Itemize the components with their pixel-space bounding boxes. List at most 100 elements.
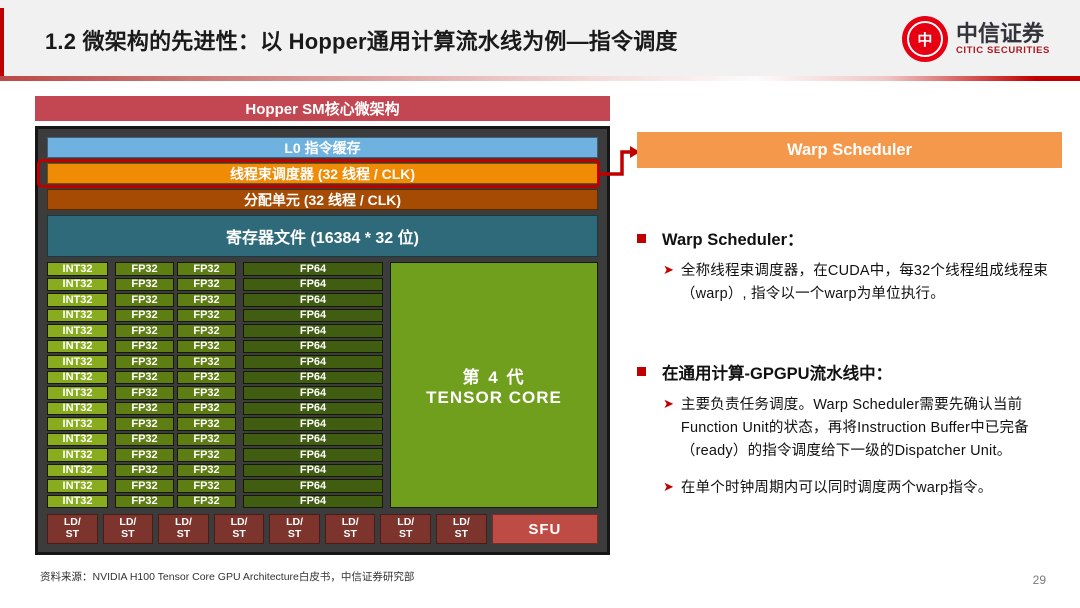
fp64-cell: FP64 [243, 417, 383, 431]
fp32-row: FP32 FP32 [115, 386, 236, 400]
int32-cell: INT32 [47, 417, 108, 431]
fp64-cell: FP64 [243, 432, 383, 446]
fp32-cell: FP32 [177, 308, 236, 322]
fp32-cell: FP32 [115, 293, 174, 307]
callout-text: Warp Scheduler： ➤ 全称线程束调度器，在CUDA中，每32个线程… [637, 226, 1065, 513]
ldst-cell: LD/ST [436, 514, 487, 544]
arrow-bullet-icon: ➤ [663, 262, 674, 277]
fp64-cell: FP64 [243, 262, 383, 276]
fp32-cell: FP32 [177, 494, 236, 508]
int32-cell: INT32 [47, 324, 108, 338]
fp64-cell: FP64 [243, 293, 383, 307]
fp32-cell: FP32 [177, 463, 236, 477]
fp64-column: FP64 FP64 FP64 FP64 FP64 FP64 FP64 FP64 FP64 FP64… [243, 262, 383, 508]
sfu-cell: SFU [491, 514, 599, 544]
sm-core-diagram: L0 指令缓存 线程束调度器 (32 线程 / CLK) 分配单元 (32 线程… [35, 126, 610, 555]
fp64-cell: FP64 [243, 448, 383, 462]
ldst-cell: LD/ST [102, 514, 154, 544]
fp32-row: FP32 FP32 [115, 277, 236, 291]
fp32-cell: FP32 [115, 386, 174, 400]
arrow-bullet-icon: ➤ [663, 478, 674, 494]
fp32-cell: FP32 [177, 355, 236, 369]
fp32-cell: FP32 [177, 324, 236, 338]
fp64-cell: FP64 [243, 277, 383, 291]
alu-grid: INT32 INT32 INT32 INT32 INT32 INT32 INT32 INT32… [47, 262, 598, 508]
int32-cell: INT32 [47, 494, 108, 508]
fp32-cell: FP32 [115, 339, 174, 353]
fp32-row: FP32 FP32 [115, 339, 236, 353]
int32-cell: INT32 [47, 370, 108, 384]
ldst-cell: LD/ST [380, 514, 432, 544]
fp32-row: FP32 FP32 [115, 370, 236, 384]
fp64-cell: FP64 [243, 370, 383, 384]
int32-cell: INT32 [47, 401, 108, 415]
tensor-core-box: 第 4 代 TENSOR CORE [390, 262, 598, 508]
fp32-cell: FP32 [177, 432, 236, 446]
fp32-cell: FP32 [115, 277, 174, 291]
dispatch-unit-bar: 分配单元 (32 线程 / CLK) [47, 189, 598, 210]
register-file-bar: 寄存器文件 (16384 * 32 位) [47, 215, 598, 257]
int32-cell: INT32 [47, 479, 108, 493]
fp32-row: FP32 FP32 [115, 448, 236, 462]
int32-cell: INT32 [47, 293, 108, 307]
square-bullet-icon [637, 233, 646, 243]
bullet-point: ➤ 主要负责任务调度。Warp Scheduler需要先确认当前Function… [663, 394, 1065, 463]
fp64-cell: FP64 [243, 324, 383, 338]
fp32-cell: FP32 [177, 479, 236, 493]
int32-cell: INT32 [47, 262, 108, 276]
fp32-cell: FP32 [115, 479, 174, 493]
fp32-cell: FP32 [177, 293, 236, 307]
slide-header: 1.2 微架构的先进性：以 Hopper通用计算流水线为例—指令调度 中 中信证… [0, 0, 1080, 76]
logo-name-cn: 中信证券 [955, 20, 1044, 46]
citic-logo: 中 中信证券 CITIC SECURITIES [901, 16, 1050, 62]
l0-instruction-cache-bar: L0 指令缓存 [47, 137, 598, 158]
logo-name-en: CITIC SECURITIES [955, 45, 1050, 57]
section-gap [637, 320, 1065, 360]
fp32-row: FP32 FP32 [115, 494, 236, 508]
fp64-cell: FP64 [243, 401, 383, 415]
fp64-cell: FP64 [243, 339, 383, 353]
header-accent-bar [0, 8, 4, 76]
ldst-sfu-row: LD/ST LD/ST LD/ST LD/ST LD/ST LD/ST LD/ST LD/ST… [47, 514, 599, 544]
int32-column: INT32 INT32 INT32 INT32 INT32 INT32 INT32 INT32… [47, 262, 108, 508]
fp32-cell: FP32 [177, 370, 236, 384]
header-divider [0, 76, 1080, 81]
fp32-cell: FP32 [115, 494, 174, 508]
fp32-cell: FP32 [115, 370, 174, 384]
int32-cell: INT32 [47, 308, 108, 322]
int32-cell: INT32 [47, 463, 108, 477]
fp32-cell: FP32 [115, 463, 174, 477]
ldst-cell: LD/ST [324, 514, 376, 544]
ldst-cell: LD/ST [47, 514, 98, 544]
int32-cell: INT32 [47, 448, 108, 462]
square-bullet-icon [637, 367, 646, 377]
fp32-row: FP32 FP32 [115, 324, 236, 338]
connector-arrow-icon [600, 146, 640, 176]
fp32-cell: FP32 [115, 324, 174, 338]
fp32-cell: FP32 [177, 277, 236, 291]
fp32-row: FP32 FP32 [115, 293, 236, 307]
fp32-cell: FP32 [177, 386, 236, 400]
fp32-cell: FP32 [177, 448, 236, 462]
tensor-core-label-en: TENSOR CORE [426, 387, 562, 407]
fp32-cell: FP32 [177, 417, 236, 431]
fp32-row: FP32 FP32 [115, 417, 236, 431]
int32-cell: INT32 [47, 355, 108, 369]
fp32-cell: FP32 [115, 401, 174, 415]
int32-cell: INT32 [47, 339, 108, 353]
fp32-cell: FP32 [115, 355, 174, 369]
section-heading: Warp Scheduler： [637, 226, 1065, 250]
fp32-row: FP32 FP32 [115, 401, 236, 415]
fp32-cell: FP32 [115, 432, 174, 446]
fp64-cell: FP64 [243, 308, 383, 322]
fp64-cell: FP64 [243, 463, 383, 477]
fp32-cell: FP32 [177, 401, 236, 415]
citic-logo-icon: 中 [901, 16, 948, 62]
fp32-cell: FP32 [115, 262, 174, 276]
bullet-point: ➤ 全称线程束调度器，在CUDA中，每32个线程组成线程束（warp）, 指令以… [663, 260, 1065, 306]
page-number: 29 [1032, 573, 1046, 587]
bullet-point: ➤ 在单个时钟周期内可以同时调度两个warp指令。 [663, 477, 1065, 500]
fp32-row: FP32 FP32 [115, 308, 236, 322]
diagram-title: Hopper SM核心微架构 [35, 96, 610, 121]
fp32-cell: FP32 [115, 417, 174, 431]
